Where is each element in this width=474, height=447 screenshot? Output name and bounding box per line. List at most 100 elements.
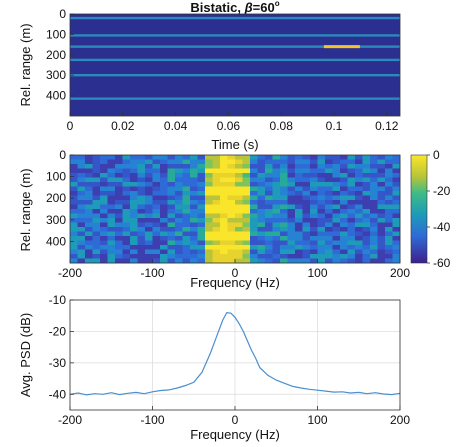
- spectrum-cell: [197, 240, 206, 246]
- spectrum-cell: [107, 240, 116, 246]
- spectrum-cell: [302, 258, 311, 264]
- spectrum-cell: [137, 159, 146, 165]
- spectrum-cell: [317, 258, 326, 264]
- spectrum-cell: [115, 218, 123, 223]
- spectrum-cell: [280, 159, 288, 165]
- spectrum-cell: [115, 236, 123, 241]
- spectrum-cell: [355, 231, 363, 237]
- spectrum-cell: [310, 182, 318, 187]
- spectrum-cell: [250, 209, 258, 214]
- spectrum-cell: [287, 245, 296, 250]
- spectrum-cell: [77, 159, 86, 165]
- spectrum-cell: [137, 168, 146, 174]
- spectrum-cell: [182, 173, 191, 178]
- y-tick-label: 400: [46, 234, 66, 248]
- spectrum-cell: [220, 222, 228, 228]
- spectrum-cell: [235, 191, 243, 196]
- spectrum-cell: [190, 191, 198, 196]
- spectrum-cell: [227, 182, 236, 187]
- spectrum-cell: [205, 231, 213, 237]
- spectrum-cell: [355, 186, 363, 192]
- panel2-x-ticks: -200 -100 0 100 200: [58, 259, 410, 280]
- spectrum-cell: [197, 155, 206, 160]
- spectrum-cell: [85, 186, 93, 192]
- spectrum-cell: [160, 168, 168, 174]
- spectrum-cell: [175, 227, 183, 232]
- spectrum-cell: [190, 195, 198, 201]
- spectrum-cell: [302, 213, 311, 219]
- spectrum-cell: [212, 164, 221, 169]
- spectrum-cell: [205, 200, 213, 205]
- spectrum-cell: [100, 186, 108, 192]
- spectrum-cell: [77, 236, 86, 241]
- spectrum-cell: [145, 173, 153, 178]
- spectrum-cell: [310, 168, 318, 174]
- spectrum-cell: [145, 209, 153, 214]
- y-tick-label: 0: [59, 148, 66, 162]
- spectrum-cell: [377, 245, 386, 250]
- spectrum-cell: [212, 173, 221, 178]
- spectrum-cell: [227, 213, 236, 219]
- spectrum-cell: [92, 231, 101, 237]
- spectrum-cell: [302, 236, 311, 241]
- spectrum-cell: [377, 218, 386, 223]
- spectrum-cell: [385, 227, 393, 232]
- spectrum-cell: [310, 209, 318, 214]
- spectrum-cell: [212, 191, 221, 196]
- spectrum-cell: [137, 218, 146, 223]
- spectrum-cell: [302, 254, 311, 259]
- spectrum-cell: [175, 173, 183, 178]
- spectrum-cell: [160, 173, 168, 178]
- spectrum-cell: [377, 200, 386, 205]
- spectrum-cell: [152, 191, 161, 196]
- spectrum-cell: [302, 155, 311, 160]
- spectrum-cell: [160, 249, 168, 255]
- spectrum-cell: [392, 249, 401, 255]
- spectrum-cell: [295, 209, 303, 214]
- spectrum-cell: [92, 218, 101, 223]
- spectrum-cell: [362, 222, 371, 228]
- spectrum-cell: [332, 200, 341, 205]
- spectrum-cell: [355, 258, 363, 264]
- spectrum-cell: [212, 195, 221, 201]
- spectrum-cell: [325, 236, 333, 241]
- spectrum-cell: [85, 200, 93, 205]
- spectrum-cell: [385, 182, 393, 187]
- spectrum-cell: [295, 173, 303, 178]
- spectrum-cell: [182, 168, 191, 174]
- spectrum-cell: [115, 249, 123, 255]
- spectrum-cell: [347, 182, 356, 187]
- spectrum-cell: [317, 249, 326, 255]
- spectrum-cell: [235, 209, 243, 214]
- spectrum-cell: [212, 218, 221, 223]
- spectrum-cell: [130, 240, 138, 246]
- spectrum-cell: [280, 231, 288, 237]
- spectrum-cell: [220, 258, 228, 264]
- spectrum-cell: [70, 227, 78, 232]
- y-tick-label: -10: [49, 293, 67, 307]
- spectrum-cell: [377, 204, 386, 210]
- spectrum-cell: [70, 209, 78, 214]
- spectrum-cell: [362, 245, 371, 250]
- spectrum-cell: [287, 258, 296, 264]
- spectrum-cell: [227, 164, 236, 169]
- spectrum-cell: [77, 204, 86, 210]
- spectrum-cell: [160, 186, 168, 192]
- spectrum-cell: [242, 155, 251, 160]
- spectrum-cell: [347, 231, 356, 237]
- spectrum-cell: [70, 258, 78, 264]
- spectrum-cell: [212, 245, 221, 250]
- spectrum-cell: [227, 236, 236, 241]
- spectrum-cell: [152, 177, 161, 183]
- spectrum-cell: [370, 245, 378, 250]
- spectrum-cell: [70, 200, 78, 205]
- spectrum-cell: [317, 231, 326, 237]
- spectrum-cell: [137, 231, 146, 237]
- spectrum-cell: [287, 182, 296, 187]
- spectrum-cell: [295, 240, 303, 246]
- spectrum-cell: [85, 236, 93, 241]
- spectrum-cell: [77, 209, 86, 214]
- spectrum-cell: [152, 195, 161, 201]
- spectrum-cell: [85, 168, 93, 174]
- spectrum-cell: [220, 231, 228, 237]
